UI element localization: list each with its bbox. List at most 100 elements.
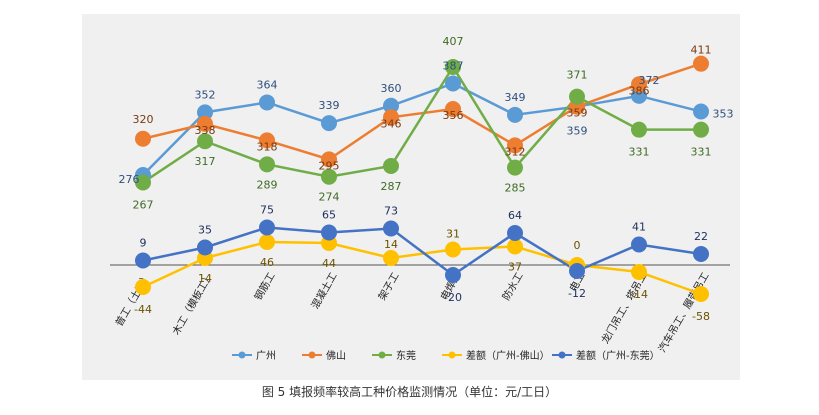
data-point (507, 238, 523, 255)
data-label: 320 (133, 113, 154, 126)
data-label: 407 (443, 35, 464, 48)
data-label: 267 (133, 198, 154, 211)
category-label: 龙门吊工、塔吊工 (598, 270, 649, 346)
data-label: 14 (198, 272, 212, 285)
category-label: 普工（土建） (112, 270, 153, 328)
data-point (693, 103, 709, 120)
legend-marker (448, 351, 456, 359)
data-point (383, 157, 399, 174)
category-label: 架子工 (376, 271, 401, 303)
data-label: 364 (257, 78, 278, 91)
legend-label: 广州 (256, 350, 276, 362)
data-label: 356 (443, 109, 464, 122)
data-label: 359 (567, 125, 588, 138)
data-point (197, 239, 213, 256)
data-point (631, 236, 647, 253)
data-point (507, 225, 523, 241)
data-label: 0 (574, 239, 581, 252)
data-point (507, 159, 523, 176)
legend-label: 佛山 (326, 349, 346, 362)
data-point (693, 286, 709, 302)
data-point (445, 101, 461, 118)
data-point (693, 55, 709, 72)
data-label: 274 (319, 191, 340, 204)
data-label: 289 (257, 178, 278, 191)
data-label: 339 (319, 99, 340, 112)
data-label: -58 (692, 310, 710, 323)
legend-item: 差额（广州-东莞） (552, 349, 660, 362)
data-label: 276 (119, 173, 140, 186)
data-point (507, 137, 523, 154)
data-point (507, 106, 523, 123)
data-point (693, 246, 709, 262)
data-label: 338 (195, 124, 216, 137)
data-label: 386 (629, 84, 650, 97)
legend-label: 差额（广州-东莞） (576, 349, 660, 362)
data-label: 331 (629, 146, 650, 159)
data-point (383, 97, 399, 114)
legend-item: 差额（广州-佛山） (442, 349, 550, 362)
data-label: -44 (134, 303, 152, 316)
data-label: 37 (508, 261, 522, 274)
data-point (445, 75, 461, 92)
data-point (383, 220, 399, 237)
data-label: 75 (260, 204, 274, 217)
category-label: 防水工 (499, 270, 525, 302)
data-label: 353 (713, 108, 734, 121)
data-point (259, 234, 275, 250)
data-label: 295 (319, 159, 340, 172)
data-label: -14 (630, 288, 648, 301)
data-label: 65 (322, 209, 336, 222)
data-label: 359 (567, 107, 588, 120)
legend-item: 佛山 (302, 349, 346, 362)
data-label: 64 (508, 209, 522, 222)
data-point (569, 88, 585, 105)
data-label: 312 (505, 145, 526, 158)
data-point (445, 241, 461, 258)
legend-marker (308, 351, 316, 359)
data-point (259, 219, 275, 236)
data-label: 318 (257, 140, 278, 153)
data-label: 352 (195, 88, 216, 101)
data-label: 22 (694, 230, 708, 243)
category-label: 钢筋工 (251, 270, 277, 302)
data-point (445, 267, 461, 283)
series-line (142, 240, 702, 296)
legend-label: 东莞 (396, 349, 416, 362)
data-point (383, 109, 399, 126)
legend-item: 广州 (232, 350, 276, 362)
data-label: 371 (567, 69, 588, 82)
data-point (631, 121, 647, 138)
category-label: 混凝土工 (308, 270, 339, 311)
data-point (197, 115, 213, 132)
data-point (135, 174, 151, 191)
legend-label: 差额（广州-佛山） (466, 349, 550, 362)
data-label: 44 (322, 257, 336, 270)
data-point (321, 115, 337, 132)
data-label: 360 (381, 82, 402, 95)
data-label: 31 (446, 228, 460, 241)
data-point (197, 133, 213, 150)
series-line (142, 64, 701, 184)
data-label: -12 (568, 287, 586, 300)
data-label: 387 (443, 59, 464, 72)
data-point (259, 132, 275, 149)
data-label: 411 (691, 44, 712, 57)
data-point (321, 224, 337, 241)
line-chart: 普工（土建） 木工（模板工） 钢筋工 混凝土工 架子工 电焊工 防水工 电工 龙门吊工、塔吊工汽… (110, 35, 734, 362)
legend-marker (238, 351, 246, 359)
data-point (197, 104, 213, 121)
series-line (142, 62, 702, 161)
legend-marker (378, 351, 386, 359)
data-point (631, 87, 647, 104)
data-point (321, 168, 337, 185)
chart-panel: 普工（土建） 木工（模板工） 钢筋工 混凝土工 架子工 电焊工 防水工 电工 龙门吊工、塔吊工汽… (82, 14, 740, 380)
data-label: 73 (384, 205, 398, 218)
data-label: 35 (198, 224, 212, 237)
legend-marker (558, 351, 566, 359)
data-label: 9 (140, 237, 147, 250)
data-point (693, 121, 709, 138)
data-label: 331 (691, 146, 712, 159)
data-point (383, 250, 399, 266)
data-point (631, 76, 647, 93)
